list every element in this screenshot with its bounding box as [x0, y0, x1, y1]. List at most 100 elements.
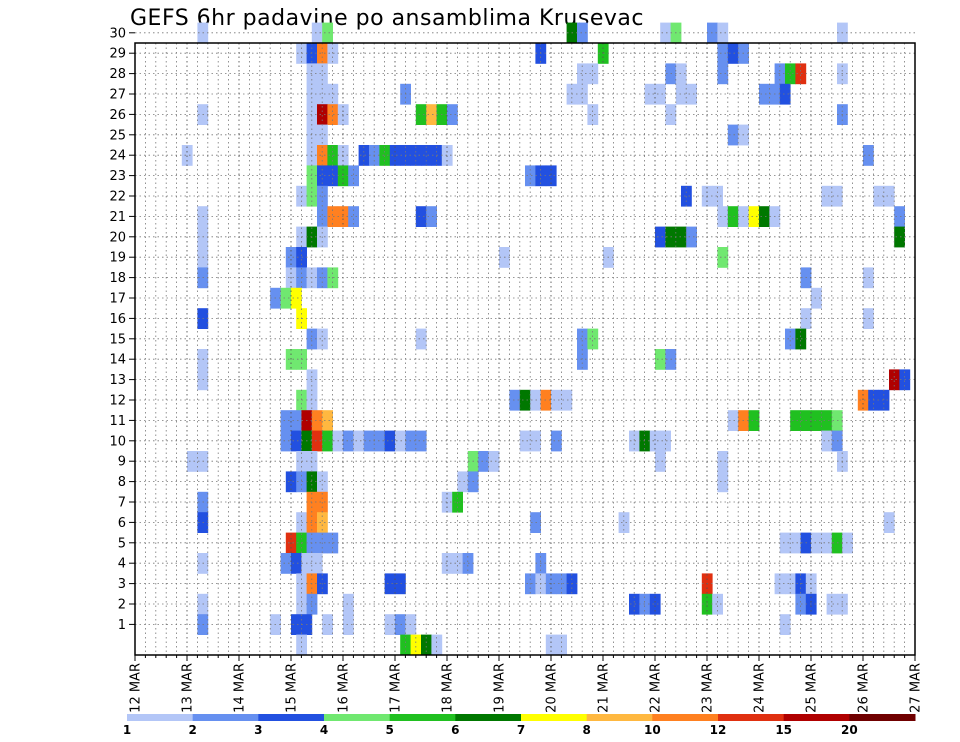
- heatmap-cell: [863, 267, 874, 289]
- y-tick-label: 16: [109, 312, 126, 327]
- heatmap-cell: [556, 634, 567, 656]
- y-tick-label: 6: [118, 516, 126, 531]
- heatmap-cell: [686, 83, 697, 105]
- y-tick-label: 30: [109, 26, 126, 41]
- heatmap-cell: [795, 593, 807, 615]
- heatmap-cell: [348, 165, 359, 187]
- heatmap-cell: [478, 451, 489, 472]
- heatmap-cell: [410, 634, 422, 656]
- heatmap-cell: [457, 471, 469, 493]
- heatmap-cell: [686, 226, 697, 248]
- heatmap-cell: [785, 328, 796, 350]
- y-tick-label: 24: [109, 149, 126, 164]
- heatmap-cell: [291, 614, 302, 635]
- colorbar-label: 8: [582, 723, 590, 737]
- heatmap-cell: [545, 634, 557, 656]
- heatmap-cell: [452, 553, 463, 574]
- heatmap-cell: [317, 165, 328, 187]
- heatmap-cell: [379, 145, 391, 166]
- heatmap-cell: [291, 287, 302, 309]
- heatmap-cell: [441, 145, 453, 166]
- heatmap-cell: [384, 614, 396, 635]
- colorbar: 1 2 3 4 5 6 7 8 10 12 15 20: [123, 714, 916, 737]
- heatmap-cell: [655, 451, 666, 472]
- x-tick-label: 15 MAR: [285, 663, 300, 713]
- heatmap-cell: [291, 553, 302, 574]
- heatmap-cell: [748, 206, 760, 227]
- heatmap-cell: [577, 83, 588, 105]
- y-tick-label: 11: [109, 414, 126, 429]
- heatmap-cell: [649, 430, 661, 452]
- heatmap-cell: [790, 410, 801, 431]
- colorbar-label: 3: [254, 723, 262, 737]
- heatmap-cell: [712, 593, 723, 615]
- heatmap-cell: [675, 63, 687, 85]
- heatmap-cell: [317, 83, 328, 105]
- heatmap-cell: [842, 532, 853, 554]
- heatmap-cell: [525, 165, 536, 187]
- heatmap-cell: [327, 206, 339, 227]
- heatmap-cell: [280, 430, 292, 452]
- heatmap-cell: [587, 63, 599, 85]
- heatmap-cell: [280, 553, 292, 574]
- heatmap-cell: [826, 593, 838, 615]
- heatmap-cell: [717, 247, 729, 268]
- y-tick-label: 19: [109, 251, 126, 266]
- heatmap-cell: [181, 145, 193, 166]
- y-tick-label: 26: [109, 108, 126, 123]
- plot-frame: [134, 42, 916, 656]
- x-tick-label: 19 MAR: [493, 663, 508, 713]
- heatmap-cell: [821, 532, 833, 554]
- heatmap-cell: [421, 145, 432, 166]
- heatmap-cell: [327, 165, 339, 187]
- heatmap-cell: [291, 410, 302, 431]
- colorbar-label: 12: [710, 723, 727, 737]
- colorbar-segment: [849, 714, 916, 721]
- x-tick-label: 12 MAR: [129, 663, 144, 713]
- heatmap-cell: [727, 206, 739, 227]
- heatmap-cell: [644, 83, 656, 105]
- heatmap-cell: [618, 512, 630, 533]
- x-tick-label: 14 MAR: [233, 663, 248, 713]
- heatmap-cell: [317, 328, 328, 350]
- heatmap-cell: [889, 369, 900, 391]
- heatmap-cell: [415, 206, 427, 227]
- heatmap-cell: [415, 104, 427, 125]
- x-tick-label: 22 MAR: [649, 663, 664, 713]
- heatmap-cell: [488, 451, 500, 472]
- heatmap-cell: [343, 593, 354, 615]
- heatmap-cell: [561, 389, 573, 411]
- heatmap-cell: [285, 471, 297, 493]
- heatmap-cell: [811, 532, 822, 554]
- heatmap-cell: [785, 63, 796, 85]
- heatmap-cell: [317, 145, 328, 166]
- heatmap-cell: [343, 614, 354, 635]
- heatmap-cell: [317, 104, 328, 125]
- y-tick-label: 2: [118, 598, 126, 613]
- heatmap-cell: [415, 328, 427, 350]
- x-tick-label: 18 MAR: [441, 663, 456, 713]
- colorbar-label: 7: [517, 723, 525, 737]
- heatmap-cell: [519, 389, 531, 411]
- heatmap-cell: [519, 430, 531, 452]
- colorbar-label: 4: [320, 723, 328, 737]
- heatmap-cell: [311, 410, 323, 431]
- heatmap-cell: [727, 124, 739, 146]
- heatmap-cell: [317, 124, 328, 146]
- colorbar-segment: [718, 714, 785, 721]
- x-tick-label: 21 MAR: [597, 663, 612, 713]
- y-tick-label: 27: [109, 88, 126, 103]
- colorbar-label: 1: [123, 723, 131, 737]
- y-tick-label: 9: [118, 455, 126, 470]
- heatmap-cell: [717, 63, 729, 85]
- colorbar-label: 2: [188, 723, 196, 737]
- heatmap-cell: [551, 389, 562, 411]
- y-tick-label: 25: [109, 128, 126, 143]
- heatmap-cell: [415, 430, 427, 452]
- x-tick-label: 20 MAR: [545, 663, 560, 713]
- y-tick-label: 13: [109, 373, 126, 388]
- heatmap-cell: [675, 226, 687, 248]
- x-tick-label: 13 MAR: [181, 663, 196, 713]
- heatmap-cell: [717, 206, 729, 227]
